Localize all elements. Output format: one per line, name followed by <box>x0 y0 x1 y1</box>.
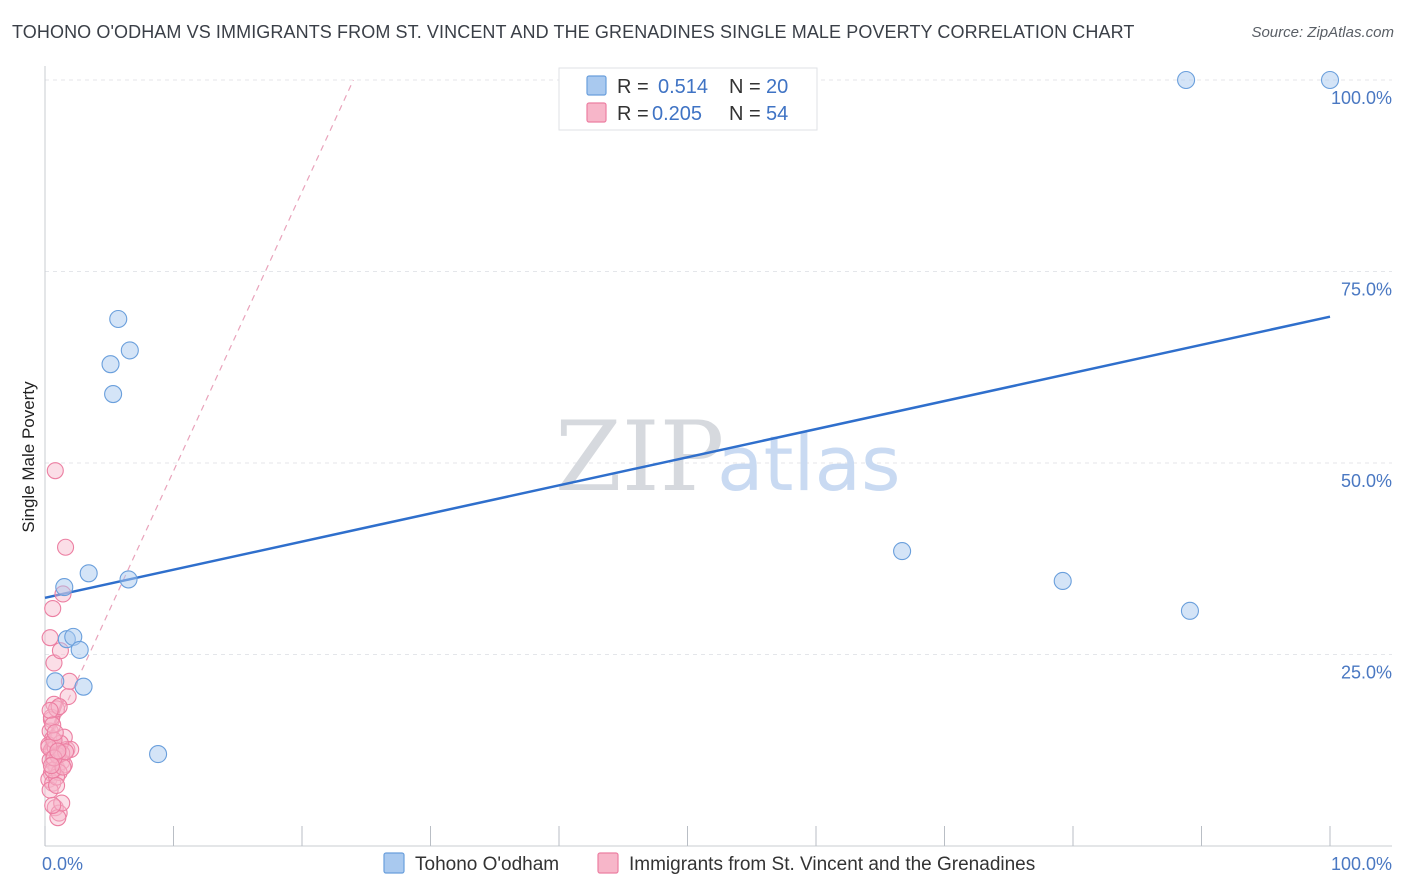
pink-trend-extension <box>44 79 354 751</box>
blue-point-4 <box>70 640 89 659</box>
blue-point-14 <box>1053 571 1072 591</box>
legend-entry-pink: R = 0.205 N = 54 <box>586 102 788 125</box>
y-tick-label-1: 50.0% <box>1341 471 1392 491</box>
data-points <box>40 70 1340 827</box>
legend-r-label: R = <box>617 76 649 98</box>
blue-point-11 <box>120 341 139 360</box>
x-tick-label-max: 100.0% <box>1331 854 1392 874</box>
blue-point-10 <box>119 570 138 589</box>
pink-point-52 <box>49 742 67 760</box>
pink-point-26 <box>57 538 75 556</box>
bottom-legend: Tohono O'odham Immigrants from St. Vince… <box>383 852 1035 875</box>
blue-point-16 <box>1180 601 1199 620</box>
bottom-legend-swatch-pink <box>597 852 619 874</box>
legend: R = 0.514 N = 20 R = 0.205 N = 54 <box>558 67 818 131</box>
legend-n-label: N = <box>729 103 761 125</box>
pink-point-53 <box>42 757 60 775</box>
blue-point-5 <box>74 677 93 696</box>
legend-r-value-pink: 0.205 <box>652 103 702 125</box>
y-tick-label-2: 75.0% <box>1341 280 1392 300</box>
legend-entry-blue: R = 0.514 N = 20 <box>586 75 788 98</box>
legend-n-value-pink: 54 <box>766 103 788 125</box>
axes <box>44 66 1392 847</box>
chart-title: TOHONO O'ODHAM VS IMMIGRANTS FROM ST. VI… <box>12 22 1135 42</box>
blue-point-0 <box>46 672 65 691</box>
pink-point-23 <box>44 796 62 814</box>
blue-point-1 <box>55 578 74 597</box>
bottom-legend-swatch-blue <box>383 852 405 874</box>
legend-swatch-pink <box>586 102 607 123</box>
pink-point-1 <box>44 599 62 618</box>
legend-r-label: R = <box>617 103 649 125</box>
y-axis-title: Single Male Poverty <box>19 381 38 533</box>
blue-point-17 <box>1320 70 1340 90</box>
blue-trend-line <box>44 315 1331 600</box>
bottom-legend-label-blue: Tohono O'odham <box>415 854 559 875</box>
blue-point-9 <box>109 309 128 329</box>
y-tick-label-0: 25.0% <box>1341 663 1392 683</box>
legend-r-value-blue: 0.514 <box>658 76 708 98</box>
x-tick-label-min: 0.0% <box>42 854 83 874</box>
blue-point-13 <box>893 542 912 561</box>
tick-labels: 25.0% 50.0% 75.0% 100.0% 0.0% 100.0% <box>42 88 1392 874</box>
chart-source: Source: ZipAtlas.com <box>1251 24 1394 41</box>
legend-n-value-blue: 20 <box>766 76 788 98</box>
pink-point-47 <box>48 776 66 795</box>
blue-point-6 <box>79 564 98 583</box>
blue-point-8 <box>104 385 123 404</box>
blue-point-12 <box>149 745 168 764</box>
watermark-zip: ZIP <box>555 401 724 513</box>
grid-lines <box>45 79 1392 655</box>
pink-point-40 <box>50 698 68 716</box>
blue-point-15 <box>1177 70 1196 90</box>
watermark: ZIP atlas <box>555 401 901 513</box>
pink-point-43 <box>46 724 64 742</box>
watermark-atlas: atlas <box>717 419 901 508</box>
legend-n-label: N = <box>729 76 761 98</box>
pink-point-0 <box>41 629 59 647</box>
legend-swatch-blue <box>586 75 607 96</box>
blue-point-7 <box>101 355 120 374</box>
pink-point-41 <box>41 701 59 719</box>
pink-point-39 <box>48 700 66 718</box>
pink-point-3 <box>46 462 64 480</box>
y-tick-label-3: 100.0% <box>1331 88 1392 108</box>
bottom-legend-label-pink: Immigrants from St. Vincent and the Gren… <box>629 854 1035 875</box>
pink-point-49 <box>40 738 58 756</box>
